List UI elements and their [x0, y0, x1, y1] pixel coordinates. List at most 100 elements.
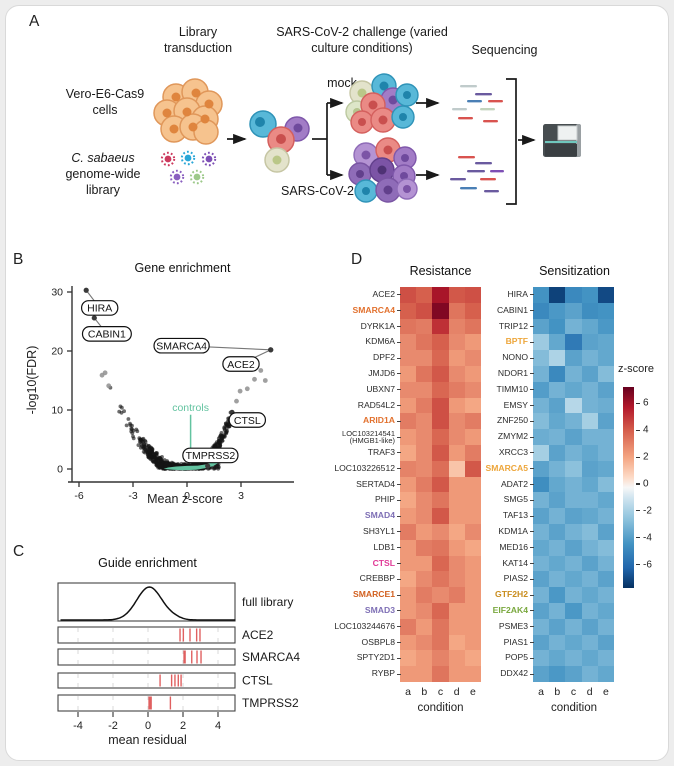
heatmap-cell: [432, 650, 449, 667]
gene-point: [159, 464, 164, 469]
heatmap-cell: [400, 650, 417, 667]
heatmap-column-label: e: [602, 686, 609, 698]
heatmap-row-tick: [530, 515, 534, 517]
labeled-gene-point: [205, 463, 211, 469]
heatmap-cell: [400, 666, 417, 682]
gene-point: [146, 447, 151, 452]
heatmap-row-tick: [397, 325, 401, 328]
volcano-title: Gene enrichment: [134, 261, 231, 275]
heatmap-cell: [597, 460, 614, 477]
heatmap-gene-label: DPF2: [373, 352, 395, 363]
gene-point: [131, 436, 136, 441]
heatmap-cell: [464, 666, 481, 682]
heatmap-gene-label: SMARCA4: [352, 304, 396, 315]
gene-point: [220, 439, 225, 443]
heatmap-cell: [448, 429, 465, 445]
heatmap-gene-label: LOC103226512: [334, 462, 395, 473]
heatmap-cell: [565, 666, 582, 682]
heatmap-cell: [400, 334, 417, 351]
heatmap-gene-label: OSBPL8: [361, 636, 395, 647]
heatmap-row-tick: [397, 515, 401, 517]
heatmap-gene-label: SPTY2D1: [356, 652, 395, 663]
heatmap-cell: [416, 413, 433, 430]
heatmap-cell: [464, 587, 481, 603]
heatmap-cell: [432, 602, 449, 619]
gene-point: [218, 444, 222, 449]
heatmap-cell: [533, 302, 550, 319]
heatmap-cell: [448, 365, 465, 382]
heatmap-cell: [597, 587, 614, 603]
outlier-point: [99, 372, 105, 378]
guide-enrichment-plot: full library ACE2 SMARCA4 CTSL TMPRSS2 -4 -2 0 2…: [57, 582, 300, 732]
labeled-gene-point: [91, 315, 97, 321]
heatmap-cell: [533, 555, 550, 572]
heatmap-cell: [400, 492, 417, 509]
heatmap-cell: [432, 539, 449, 556]
heatmap-cell: [416, 666, 433, 682]
heatmap-cell: [549, 602, 566, 619]
heatmap-cell: [400, 571, 417, 588]
heatmap-cell: [533, 571, 550, 588]
heatmap-gene-label: BPTF: [505, 336, 528, 347]
density-row-box: [57, 694, 236, 712]
heatmap-cell: [400, 413, 417, 430]
volcano-plot: -6 -3 0 30102030controlsHIRACABIN1SMARCA4AC…: [51, 286, 294, 502]
gene-point: [149, 454, 154, 458]
density-row-box: [57, 672, 236, 689]
outlier-point: [244, 386, 250, 392]
colorbar: [623, 387, 634, 588]
gene-label: HIRA: [87, 303, 112, 315]
heatmap-cell: [448, 334, 465, 351]
heatmap-column-label: d: [453, 686, 460, 698]
heatmap-row-tick: [397, 341, 401, 343]
axis-tick-label: -4: [73, 720, 83, 732]
outlier-point: [237, 388, 243, 394]
gene-label-box: [222, 356, 260, 372]
density-row-box: [57, 648, 236, 666]
gene-point: [154, 452, 159, 457]
heatmap-row-tick: [530, 389, 534, 391]
heatmap-cell: [432, 365, 449, 382]
heatmap-cell: [549, 618, 566, 635]
heatmap-cell: [400, 287, 417, 303]
heatmap-cell: [597, 381, 614, 398]
heatmap-cell: [533, 587, 550, 603]
colorbar-tick: [636, 429, 640, 431]
heatmap-cell: [549, 350, 566, 366]
heatmap-cell: [597, 444, 614, 461]
step-challenge-title: SARS-CoV-2 challenge (varied culture con…: [276, 25, 448, 55]
heatmap-gene-label: SERTAD4: [356, 478, 395, 489]
gene-label-box: [228, 412, 266, 428]
heatmap-cell: [581, 602, 598, 619]
gene-point: [122, 409, 126, 414]
heatmap-cell: [565, 429, 582, 445]
gene-label: TMPRSS2: [186, 450, 236, 462]
heatmap-cell: [464, 523, 481, 540]
heatmap-row-tick: [397, 641, 401, 644]
heatmap-cell: [581, 444, 598, 461]
resistance-title: Resistance: [409, 264, 472, 278]
heatmap-cell: [400, 587, 417, 603]
heatmap-row-tick: [397, 389, 401, 391]
heatmap-cell: [464, 602, 481, 619]
heatmap-cell: [416, 397, 433, 414]
gene-point: [217, 439, 222, 444]
heatmap-cell: [464, 460, 481, 477]
heatmap-cell: [565, 492, 582, 509]
heatmap-cell: [549, 302, 566, 319]
heatmap-gene-label: PSME3: [498, 620, 528, 631]
heatmap-cell: [432, 381, 449, 398]
colorbar-tick-label: -6: [643, 559, 652, 571]
heatmap-cell: [565, 334, 582, 351]
heatmap-cell: [597, 666, 614, 682]
heatmap-cell: [416, 350, 433, 366]
heatmap-cell: [416, 287, 433, 303]
heatmap-cell: [400, 523, 417, 540]
heatmap-cell: [432, 429, 449, 445]
heatmap-gene-label: CABIN1: [496, 304, 528, 315]
heatmap-cell: [581, 587, 598, 603]
colorbar-tick: [636, 510, 640, 512]
heatmap-row-tick: [530, 404, 534, 407]
heatmap-row-tick: [397, 357, 401, 359]
heatmap-cell: [432, 413, 449, 430]
